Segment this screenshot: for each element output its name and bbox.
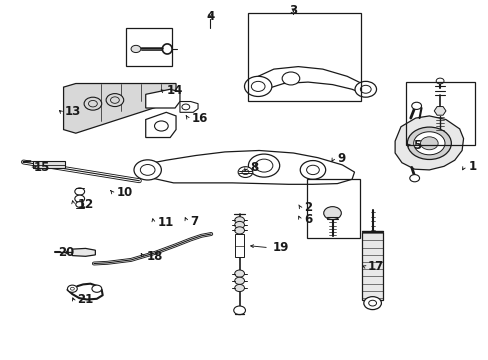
- Circle shape: [238, 167, 252, 177]
- Polygon shape: [433, 107, 445, 115]
- Text: 12: 12: [77, 198, 93, 211]
- Circle shape: [234, 284, 244, 292]
- Circle shape: [300, 161, 325, 179]
- Text: 14: 14: [166, 84, 182, 97]
- Circle shape: [75, 188, 84, 195]
- Circle shape: [411, 102, 421, 109]
- Polygon shape: [145, 89, 180, 108]
- Circle shape: [244, 76, 271, 96]
- Bar: [405, 82, 474, 145]
- Circle shape: [234, 217, 244, 224]
- Circle shape: [306, 165, 319, 175]
- Text: 1: 1: [468, 160, 476, 173]
- Bar: [234, 234, 244, 257]
- Polygon shape: [251, 67, 366, 94]
- Polygon shape: [145, 112, 176, 138]
- Text: 11: 11: [157, 216, 173, 229]
- Text: 9: 9: [337, 152, 345, 165]
- Circle shape: [154, 121, 168, 131]
- Polygon shape: [141, 150, 354, 184]
- Circle shape: [420, 137, 437, 150]
- Text: 18: 18: [146, 250, 163, 263]
- Text: 7: 7: [190, 215, 199, 228]
- Circle shape: [88, 100, 97, 107]
- Circle shape: [282, 72, 299, 85]
- Polygon shape: [63, 84, 176, 133]
- Circle shape: [234, 221, 244, 229]
- Circle shape: [140, 165, 155, 175]
- Polygon shape: [72, 248, 95, 256]
- Text: 15: 15: [33, 161, 49, 174]
- Circle shape: [134, 160, 161, 180]
- Text: 3: 3: [289, 4, 297, 17]
- Text: 4: 4: [206, 10, 214, 23]
- Text: 16: 16: [191, 112, 207, 125]
- Circle shape: [92, 285, 102, 292]
- Bar: [125, 28, 172, 66]
- Text: 6: 6: [304, 213, 312, 226]
- Bar: [33, 161, 65, 168]
- Circle shape: [407, 127, 450, 159]
- Circle shape: [70, 287, 74, 290]
- Circle shape: [76, 202, 83, 207]
- Bar: [361, 232, 383, 300]
- Text: 19: 19: [272, 241, 288, 254]
- Circle shape: [251, 81, 264, 91]
- Circle shape: [435, 78, 443, 84]
- Circle shape: [409, 175, 419, 182]
- Circle shape: [131, 45, 141, 53]
- Text: 13: 13: [64, 105, 81, 118]
- Circle shape: [182, 104, 189, 110]
- Circle shape: [110, 97, 119, 103]
- Text: 20: 20: [58, 246, 74, 258]
- Text: 8: 8: [250, 161, 258, 174]
- Circle shape: [363, 297, 381, 310]
- Circle shape: [106, 94, 123, 107]
- Circle shape: [75, 195, 84, 202]
- Circle shape: [323, 207, 341, 220]
- Circle shape: [413, 132, 444, 155]
- Circle shape: [248, 154, 279, 177]
- Circle shape: [368, 300, 376, 306]
- Circle shape: [234, 270, 244, 277]
- Text: 2: 2: [304, 201, 312, 214]
- Polygon shape: [180, 102, 198, 112]
- Text: 17: 17: [367, 260, 383, 273]
- Circle shape: [354, 81, 376, 97]
- Circle shape: [67, 285, 77, 292]
- Circle shape: [234, 227, 244, 234]
- Circle shape: [242, 170, 248, 175]
- Bar: [306, 179, 359, 238]
- Text: 21: 21: [77, 293, 93, 306]
- Text: 5: 5: [412, 139, 421, 152]
- Bar: [248, 13, 360, 101]
- Circle shape: [233, 306, 245, 315]
- Polygon shape: [394, 116, 463, 170]
- Text: 10: 10: [116, 186, 132, 199]
- Circle shape: [255, 159, 272, 172]
- Circle shape: [234, 277, 244, 284]
- Circle shape: [360, 85, 370, 93]
- Circle shape: [84, 97, 102, 110]
